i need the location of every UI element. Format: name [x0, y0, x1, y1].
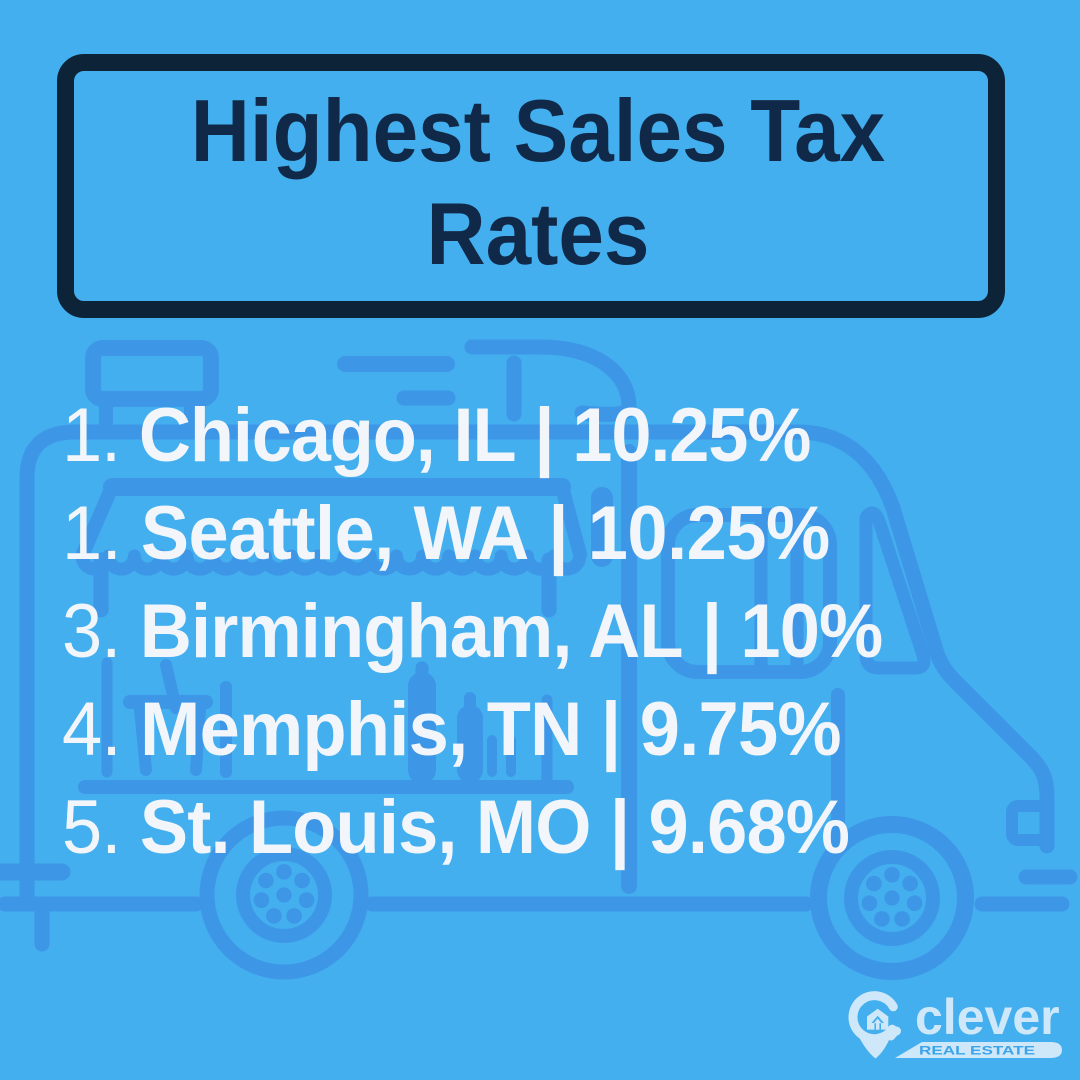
svg-text:REAL ESTATE: REAL ESTATE	[919, 1046, 1035, 1058]
svg-text:clever: clever	[915, 989, 1060, 1045]
